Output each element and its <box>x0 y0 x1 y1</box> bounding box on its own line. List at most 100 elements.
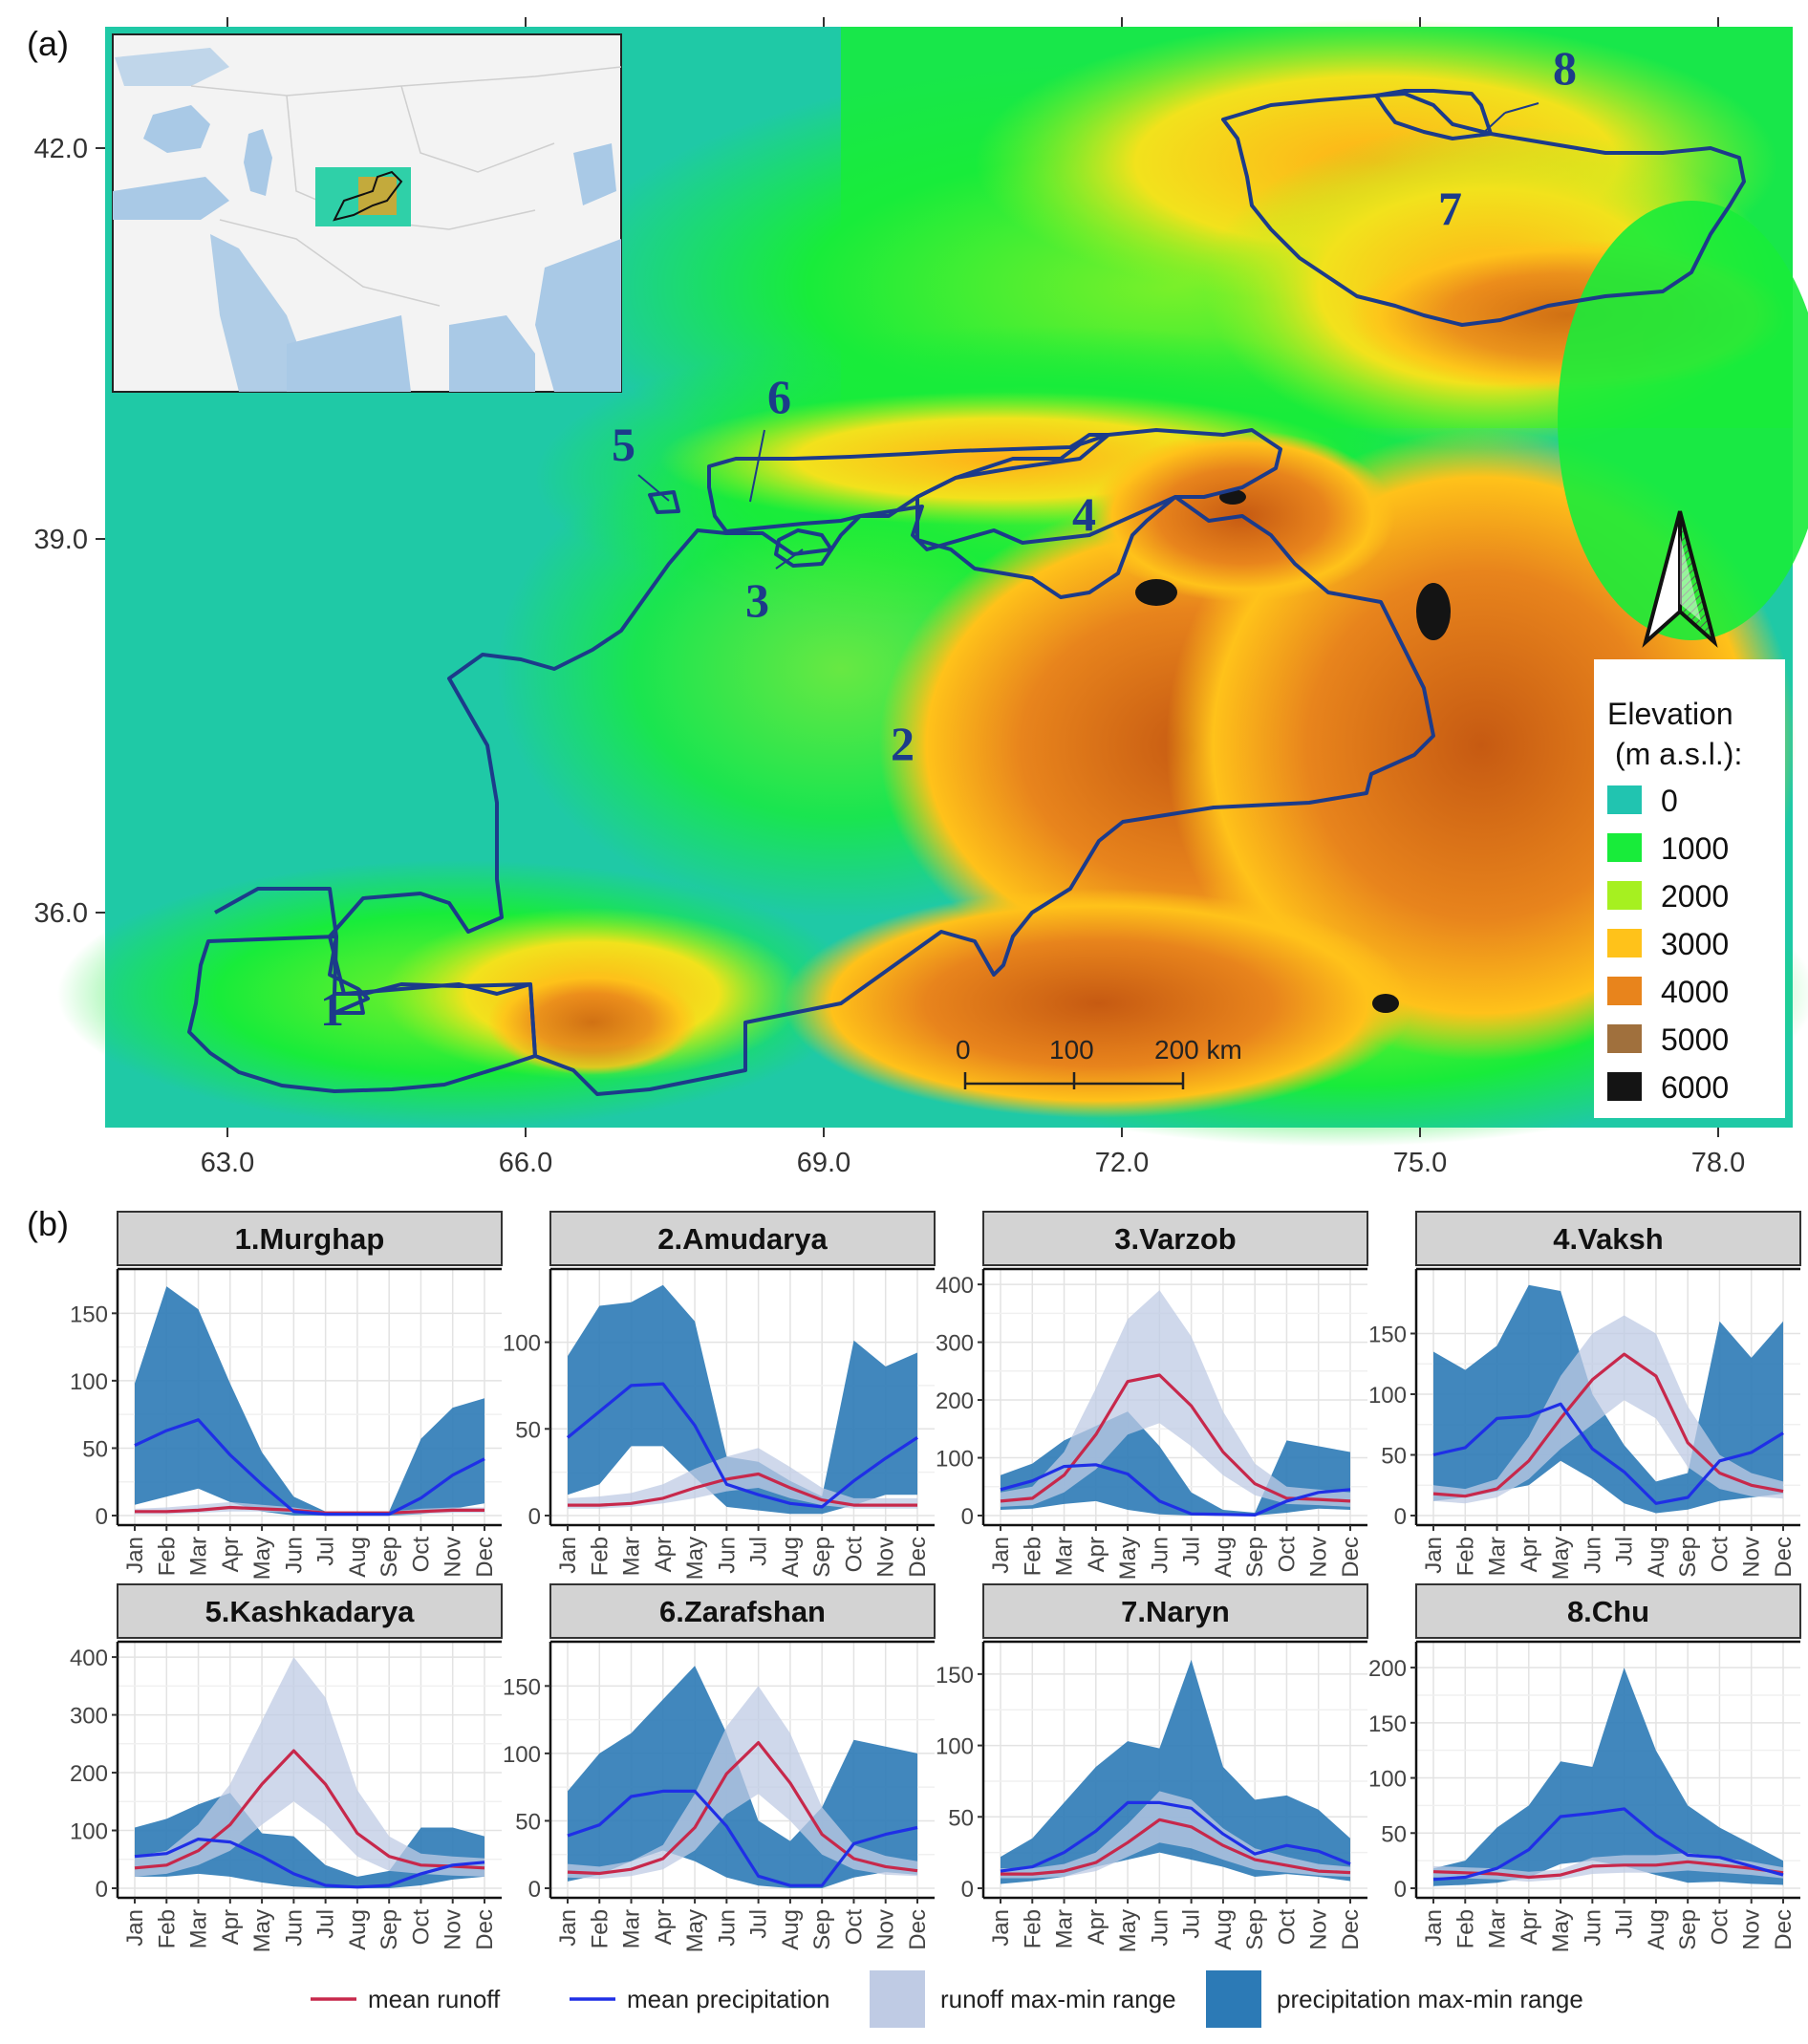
x-tick-chu-may: May <box>1548 1909 1574 1952</box>
x-tick-kashkadarya-jul: Jul <box>313 1909 339 1939</box>
chart-title-chu: 8.Chu <box>1567 1595 1649 1628</box>
y-tick-zarafshan-50: 50 <box>515 1809 541 1835</box>
y-tick-chu-150: 150 <box>1368 1711 1407 1737</box>
inset-black-sea <box>143 105 210 153</box>
leader-line-8-upper <box>1504 102 1539 114</box>
mean-precip-line-zarafshan <box>567 1789 918 1887</box>
legend-key-runoff-max-min-range <box>870 1970 925 2028</box>
legend-label-6000: 6000 <box>1661 1070 1729 1105</box>
chart-chu: 8.Chu 0 50 100 150 200 Jan Feb Mar Apr May Jun Jul Au… <box>1368 1583 1801 1952</box>
precip-range-band-chu <box>1433 1667 1783 1886</box>
x-tick-murghap-mar: Mar <box>186 1537 212 1576</box>
inset-caspian-sea <box>244 129 272 196</box>
legend-text-mean-precipitation: mean precipitation <box>627 1985 829 2013</box>
scale-label-200: 200 km <box>1154 1035 1242 1065</box>
mean-precip-line-murghap <box>134 1418 485 1517</box>
x-tick-kashkadarya-feb: Feb <box>154 1909 180 1948</box>
legend-title-line2: (m a.s.l.): <box>1615 737 1742 771</box>
x-tick-varzob-jan: Jan <box>988 1537 1014 1574</box>
x-tick-varzob-oct: Oct <box>1274 1537 1300 1573</box>
legend-label-5000: 5000 <box>1661 1022 1729 1057</box>
y-tick-varzob-400: 400 <box>936 1273 974 1299</box>
panel-b-label: (b) <box>27 1204 69 1243</box>
x-tick-kashkadarya-apr: Apr <box>218 1909 244 1945</box>
x-tick-naryn-sep: Sep <box>1242 1909 1268 1950</box>
x-tick-vaksh-feb: Feb <box>1453 1537 1478 1576</box>
y-tick-kashkadarya-300: 300 <box>70 1704 108 1730</box>
x-tick-murghap-jan: Jan <box>122 1537 148 1574</box>
lat-tick-label-42.0: 42.0 <box>34 134 88 164</box>
legend-title-line1: Elevation <box>1607 697 1733 731</box>
chart-strip-varzob <box>982 1211 1368 1266</box>
lon-tick-label-78.0: 78.0 <box>1691 1148 1745 1178</box>
lon-tick-label-75.0: 75.0 <box>1393 1148 1447 1178</box>
basin-label-1: 1 <box>320 982 344 1036</box>
lat-tick-label-39.0: 39.0 <box>34 525 88 555</box>
x-tick-amudarya-mar: Mar <box>619 1537 645 1576</box>
x-tick-amudarya-sep: Sep <box>809 1537 835 1578</box>
x-tick-varzob-jun: Jun <box>1147 1537 1173 1574</box>
x-tick-chu-oct: Oct <box>1707 1909 1733 1946</box>
y-tick-chu-200: 200 <box>1368 1656 1407 1682</box>
x-tick-naryn-apr: Apr <box>1084 1909 1109 1945</box>
x-tick-varzob-jul: Jul <box>1179 1537 1205 1566</box>
y-tick-amudarya-0: 0 <box>528 1504 541 1530</box>
inset-mediterranean <box>113 177 229 220</box>
x-tick-chu-aug: Aug <box>1644 1909 1669 1950</box>
leader-line-6 <box>749 429 765 503</box>
x-tick-zarafshan-may: May <box>682 1909 708 1952</box>
leader-line-8-lower <box>1478 112 1506 138</box>
runoff-range-band-varzob <box>1001 1290 1350 1507</box>
x-tick-vaksh-apr: Apr <box>1517 1537 1542 1572</box>
runoff-range-band-naryn <box>1001 1791 1350 1879</box>
x-tick-amudarya-jan: Jan <box>555 1537 581 1574</box>
x-tick-naryn-mar: Mar <box>1052 1909 1078 1948</box>
y-tick-murghap-50: 50 <box>82 1436 108 1462</box>
x-tick-varzob-apr: Apr <box>1084 1537 1109 1572</box>
y-tick-chu-50: 50 <box>1381 1821 1407 1847</box>
runoff-range-band-amudarya <box>568 1448 917 1509</box>
chart-strip-amudarya <box>549 1211 936 1266</box>
chart-strip-naryn <box>982 1583 1368 1639</box>
x-tick-varzob-dec: Dec <box>1338 1537 1364 1578</box>
x-tick-naryn-jul: Jul <box>1179 1909 1205 1939</box>
x-tick-murghap-aug: Aug <box>345 1537 371 1578</box>
x-tick-kashkadarya-jan: Jan <box>122 1909 148 1947</box>
precip-range-band-naryn <box>1001 1659 1350 1884</box>
x-tick-amudarya-apr: Apr <box>651 1537 677 1572</box>
bottom-legend: mean runoff mean precipitation runoff max-… <box>311 1970 1583 2028</box>
basin-label-6: 6 <box>767 370 791 423</box>
inset-locator-map <box>112 33 622 393</box>
basin-label-8: 8 <box>1553 41 1577 95</box>
x-tick-varzob-sep: Sep <box>1242 1537 1268 1578</box>
mean-precip-line-amudarya <box>566 1382 918 1509</box>
chart-strip-murghap <box>117 1211 503 1266</box>
runoff-range-band-zarafshan <box>568 1686 917 1880</box>
chart-murghap: 1.Murghap 0 50 100 150 Jan Feb Mar Apr May Jun Jul A… <box>70 1211 503 1580</box>
x-tick-vaksh-jan: Jan <box>1421 1537 1447 1574</box>
runoff-range-band-vaksh <box>1433 1315 1783 1504</box>
lon-tick-label-72.0: 72.0 <box>1095 1148 1149 1178</box>
chart-title-varzob: 3.Varzob <box>1114 1222 1237 1256</box>
basin-label-5: 5 <box>612 418 635 471</box>
x-tick-chu-apr: Apr <box>1517 1909 1542 1945</box>
lat-tick-label-36.0: 36.0 <box>34 898 88 929</box>
y-tick-murghap-0: 0 <box>96 1504 108 1530</box>
x-tick-chu-jul: Jul <box>1612 1909 1638 1939</box>
x-tick-amudarya-jul: Jul <box>746 1537 772 1566</box>
legend-text-precipitation-max-min-range: precipitation max-min range <box>1277 1985 1583 2013</box>
y-tick-amudarya-100: 100 <box>503 1331 541 1357</box>
legend-label-4000: 4000 <box>1661 975 1729 1009</box>
x-tick-vaksh-sep: Sep <box>1675 1537 1701 1578</box>
x-tick-naryn-jun: Jun <box>1147 1909 1173 1947</box>
chart-strip-chu <box>1415 1583 1801 1639</box>
x-tick-chu-nov: Nov <box>1739 1909 1765 1950</box>
x-tick-amudarya-may: May <box>682 1537 708 1580</box>
x-tick-varzob-may: May <box>1115 1537 1141 1580</box>
mean-precip-line-kashkadarya <box>134 1838 485 1889</box>
y-tick-naryn-0: 0 <box>961 1877 974 1903</box>
chart-zarafshan: 6.Zarafshan 0 50 100 150 Jan Feb Mar Apr May Jun Ju… <box>503 1583 936 1952</box>
x-tick-naryn-dec: Dec <box>1338 1909 1364 1950</box>
x-tick-zarafshan-apr: Apr <box>651 1909 677 1945</box>
